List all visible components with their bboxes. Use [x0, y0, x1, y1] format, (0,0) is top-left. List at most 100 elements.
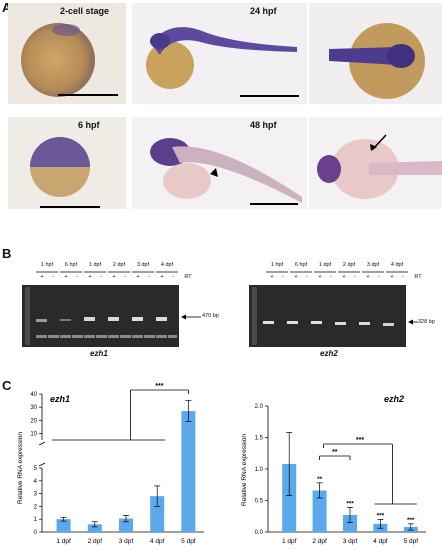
photo-24hpf-dorsal — [309, 3, 442, 104]
axis-break-mark — [38, 462, 46, 467]
bar — [119, 518, 133, 532]
lane-label-6hpf: 6 hpf — [64, 262, 78, 268]
photo-6hpf-embryo — [8, 117, 126, 209]
pm-label: - — [172, 274, 174, 280]
bar — [282, 463, 297, 532]
bar-stars: *** — [346, 500, 354, 507]
x-tick-label: 4 dpf — [150, 538, 165, 545]
photo-48hpf-lateral — [132, 117, 307, 209]
significance-stars: ** — [332, 449, 338, 456]
y-axis-title: Relative RNA expression — [241, 434, 248, 506]
pm-label: - — [76, 274, 78, 280]
y-tick-label: 0 — [34, 530, 38, 536]
bar — [56, 519, 71, 532]
photo-2cell-embryo — [8, 3, 126, 104]
gel-bands-ezh1 — [25, 287, 177, 345]
chart-title: ezh1 — [50, 394, 70, 404]
x-tick-label: 5 dpf — [404, 538, 419, 545]
x-tick-label: 5 dpf — [181, 538, 196, 545]
y-tick-label: 4 — [34, 479, 38, 485]
lane-label-2dpf: 2 dpf — [112, 262, 126, 268]
x-tick-label: 3 dpf — [343, 538, 358, 545]
pm-label: + — [136, 274, 140, 280]
lane-label-3dpf: 3 dpf — [136, 262, 150, 268]
pm-label: + — [318, 274, 322, 280]
embryo-6hpf-drawing — [30, 137, 90, 197]
label-2cell-stage: 2-cell stage — [60, 6, 110, 16]
gel-ezh1-pm-row — [36, 271, 178, 273]
x-tick-label: 2 dpf — [88, 538, 103, 545]
pm-label: + — [270, 274, 274, 280]
y-tick-label: 10 — [30, 431, 37, 437]
gel-ezh2-pm-labels: + - + - + - + - + - + - RT — [264, 274, 424, 284]
axis-break-mark — [38, 441, 46, 446]
lane-label-1hpf: 1 hpf — [40, 262, 54, 268]
rt-label: RT — [184, 274, 192, 280]
gene-label-ezh1: ezh1 — [90, 349, 108, 358]
y-tick-label: 0.5 — [255, 499, 264, 505]
pm-label: - — [354, 274, 356, 280]
pm-label: + — [88, 274, 92, 280]
gel-bands-ezh2 — [252, 287, 394, 345]
pm-label: - — [52, 274, 54, 280]
embryo-24hpf-drawing — [146, 27, 297, 89]
gel-ezh1-lane-header: 1 hpf 6 hpf 1 dpf 2 dpf 3 dpf 4 dpf — [34, 262, 176, 286]
scale-bar-6hpf — [40, 206, 100, 208]
embryo-48hpf-dorsal-drawing — [317, 134, 442, 199]
gene-label-ezh2: ezh2 — [320, 349, 338, 358]
bar — [150, 496, 165, 532]
y-tick-label: 1.5 — [255, 436, 264, 442]
bar-stars: *** — [377, 512, 385, 519]
pm-label: - — [148, 274, 150, 280]
bar — [343, 514, 357, 532]
lane-label-1hpf: 1 hpf — [270, 262, 284, 268]
lane-label-4dpf: 4 dpf — [160, 262, 174, 268]
y-tick-label: 0.0 — [255, 530, 264, 536]
gel-ezh1-pm-labels: + - + - + - + - + - + - RT — [34, 274, 194, 284]
chart-ezh1: 0 1 2 3 4 5 10 20 30 40 Relative RNA expression ezh… — [17, 383, 204, 545]
pm-label: + — [342, 274, 346, 280]
lane-label-3dpf: 3 dpf — [366, 262, 380, 268]
label-48hpf: 48 hpf — [250, 120, 277, 130]
y-tick-label: 30 — [30, 405, 37, 411]
x-tick-label: 1 dpf — [56, 538, 71, 545]
panel-c-letter: C — [2, 378, 12, 393]
chart-title: ezh2 — [384, 394, 404, 404]
lane-label-4dpf: 4 dpf — [390, 262, 404, 268]
pm-label: - — [282, 274, 284, 280]
embryo-48hpf-drawing — [150, 138, 302, 203]
pm-label: + — [390, 274, 394, 280]
bar — [312, 490, 327, 532]
y-tick-label: 2 — [34, 504, 38, 510]
y-tick-label: 1 — [34, 517, 38, 523]
embryo-2cell-drawing — [21, 23, 95, 97]
label-6hpf: 6 hpf — [78, 120, 100, 130]
x-tick-label: 3 dpf — [119, 538, 134, 545]
label-24hpf: 24 hpf — [250, 6, 277, 16]
pm-label: - — [100, 274, 102, 280]
y-tick-label: 1.0 — [255, 467, 264, 473]
pm-label: - — [306, 274, 308, 280]
y-tick-label: 2.0 — [255, 404, 264, 410]
gel-image-ezh2 — [249, 285, 406, 347]
gel-image-ezh1 — [22, 285, 179, 347]
pm-label: + — [112, 274, 116, 280]
pm-label: + — [64, 274, 68, 280]
bar-stars: *** — [407, 517, 415, 524]
x-tick-label: 1 dpf — [282, 538, 297, 545]
gel-ezh2-pm-row — [266, 271, 408, 273]
arrow-icon-328bp — [408, 319, 418, 325]
y-tick-label: 40 — [30, 392, 37, 398]
chart-ezh2: 0.0 0.5 1.0 1.5 2.0 Relative RNA expression ez… — [241, 394, 426, 545]
y-axis-title: Relative RNA expression — [17, 432, 24, 504]
photo-48hpf-dorsal — [309, 117, 442, 209]
lane-label-2dpf: 2 dpf — [342, 262, 356, 268]
scale-bar-48hpf — [250, 203, 298, 205]
scale-bar-2cell — [58, 94, 118, 96]
x-tick-label: 2 dpf — [312, 538, 327, 545]
lane-label-1dpf: 1 dpf — [88, 262, 102, 268]
bar — [87, 524, 102, 532]
pm-label: - — [330, 274, 332, 280]
pm-label: + — [40, 274, 44, 280]
pm-label: + — [294, 274, 298, 280]
